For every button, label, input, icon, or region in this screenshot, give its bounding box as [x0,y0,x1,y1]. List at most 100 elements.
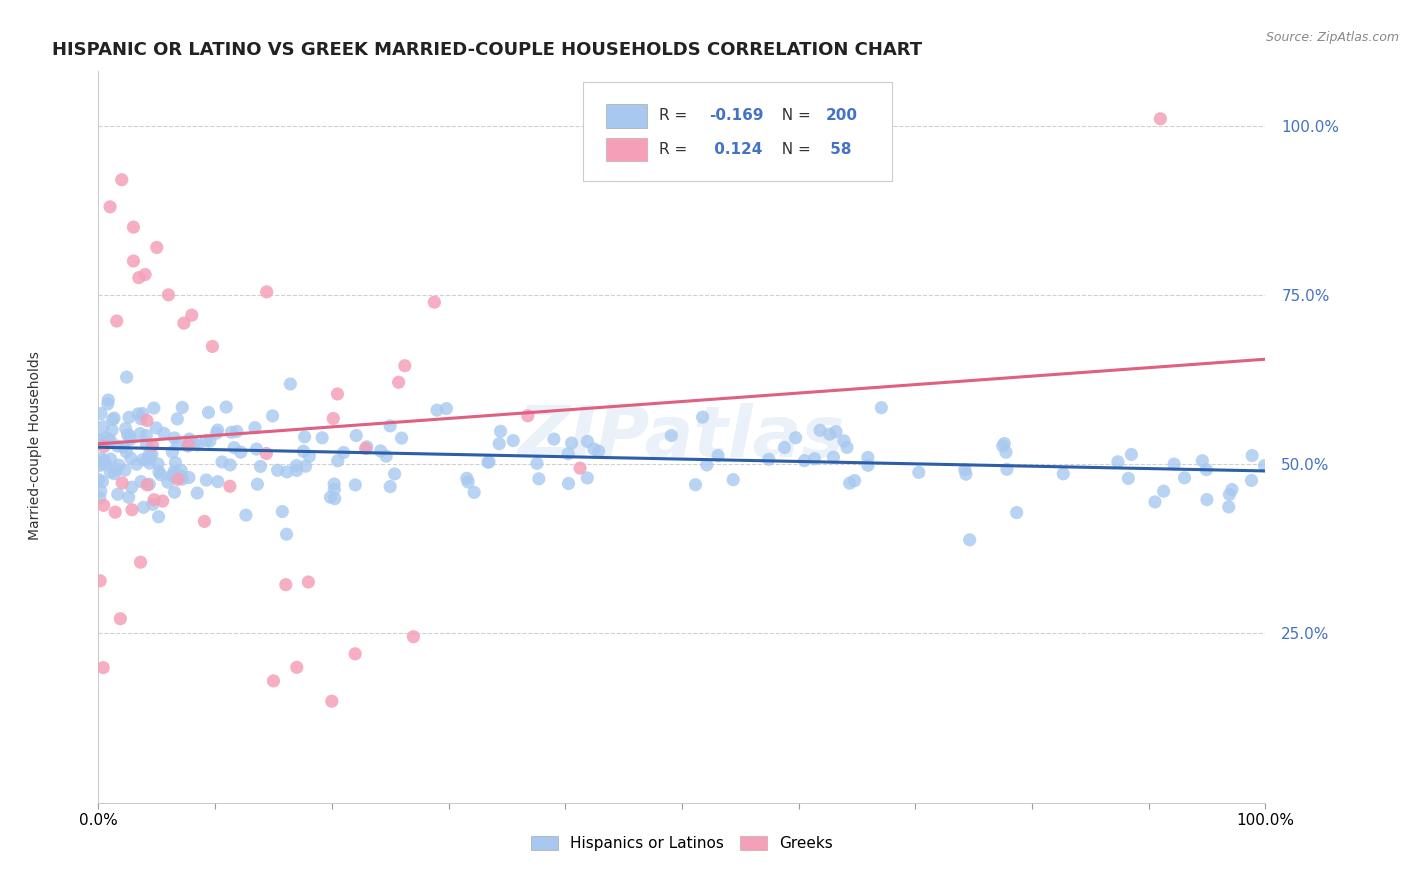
Point [576,434,599,449]
Point [167,472,190,486]
Point [243,420,266,434]
Point [211,455,233,469]
Point [89,574,111,588]
Point [426,403,449,417]
Point [91,419,114,434]
Point [162,445,184,459]
Point [162,468,184,483]
Point [249,459,271,474]
Point [254,446,277,460]
Point [856,450,879,465]
Point [870,401,893,415]
Point [97,432,120,446]
Point [219,458,242,472]
Text: HISPANIC OR LATINO VS GREEK MARRIED-COUPLE HOUSEHOLDS CORRELATION CHART: HISPANIC OR LATINO VS GREEK MARRIED-COUP… [52,41,922,59]
Point [177,470,200,484]
Point [111,475,134,490]
Point [959,533,981,547]
Point [994,445,1017,459]
Point [394,359,416,373]
Point [127,407,149,421]
Point [219,479,242,493]
Point [991,439,1014,453]
Point [1052,467,1074,481]
Point [122,220,145,235]
Point [110,612,132,626]
Point [135,437,157,451]
Point [129,412,152,426]
Point [326,454,349,468]
Point [115,370,138,384]
Point [271,505,294,519]
Point [1218,487,1240,501]
Point [235,508,257,523]
Point [148,465,170,479]
Point [993,436,1015,450]
Point [285,458,308,473]
Point [157,288,180,302]
Point [136,413,159,427]
Point [120,433,142,447]
Point [1153,484,1175,499]
Point [477,455,499,469]
Point [423,295,446,310]
Point [120,451,142,466]
Point [773,441,796,455]
Point [955,467,977,482]
Point [835,441,858,455]
Point [121,502,143,516]
Point [823,450,845,465]
Point [463,485,485,500]
Point [285,463,308,477]
Text: -0.169: -0.169 [709,109,763,123]
Point [758,452,780,467]
Point [391,431,413,445]
Point [172,472,194,486]
Point [129,426,152,441]
Point [97,392,120,407]
Point [380,479,402,493]
Point [89,458,111,473]
Point [107,439,129,453]
Point [101,423,124,437]
Point [193,515,215,529]
Point [104,505,127,519]
Point [129,555,152,569]
Point [292,444,315,458]
Point [995,462,1018,476]
Point [436,401,458,416]
Point [90,484,112,499]
Point [179,432,201,446]
Point [557,476,579,491]
Point [1121,447,1143,461]
Point [98,465,121,479]
Point [502,434,524,448]
Point [122,254,145,268]
FancyBboxPatch shape [606,104,647,128]
Point [139,450,162,464]
Point [100,452,122,467]
Point [167,470,190,484]
FancyBboxPatch shape [606,138,647,161]
Point [793,453,815,467]
Text: 0.124: 0.124 [709,142,762,157]
Point [229,445,252,459]
Point [1218,500,1240,514]
Text: 200: 200 [825,109,858,123]
Point [856,458,879,473]
Point [280,376,302,391]
Point [543,432,565,446]
Point [180,308,202,322]
Point [1107,455,1129,469]
Point [1149,112,1171,126]
Point [90,456,112,470]
Point [201,339,224,353]
Point [87,433,110,447]
Point [838,476,860,491]
Point [94,458,117,472]
Point [91,660,114,674]
Point [163,431,186,445]
Point [246,477,269,491]
Point [370,444,392,458]
Point [117,428,139,442]
